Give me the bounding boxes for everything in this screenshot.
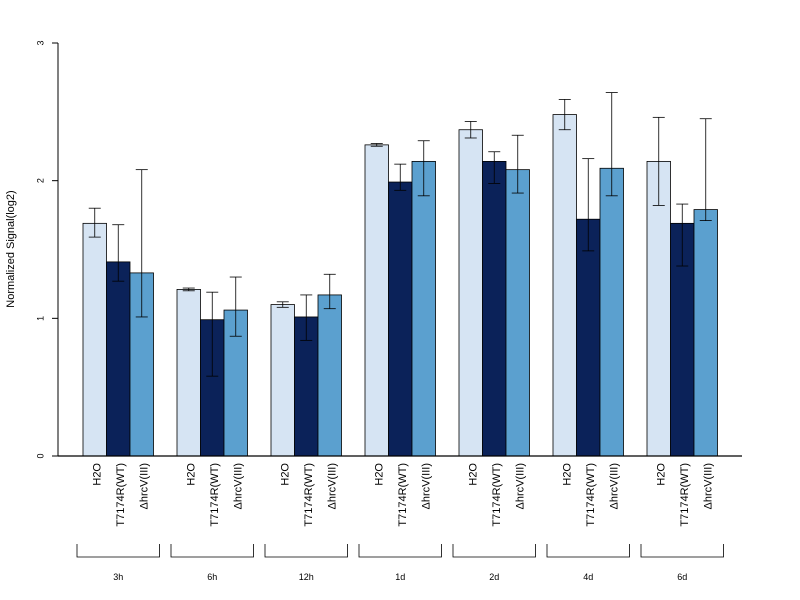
group-bracket bbox=[264, 544, 348, 558]
x-tick-label: T7174R(WT) bbox=[209, 463, 221, 527]
x-tick-label: ΔhrcV(III) bbox=[421, 463, 433, 509]
group-bracket bbox=[358, 544, 442, 558]
x-tick-label: T7174R(WT) bbox=[303, 463, 315, 527]
group-bracket bbox=[170, 544, 254, 558]
y-tick-label: 3 bbox=[35, 40, 45, 45]
x-tick-label: T7174R(WT) bbox=[397, 463, 409, 527]
bar bbox=[270, 304, 295, 457]
bar bbox=[599, 167, 624, 457]
group-label: 4d bbox=[583, 572, 593, 582]
x-tick-label: ΔhrcV(III) bbox=[703, 463, 715, 509]
group-bracket bbox=[452, 544, 536, 558]
x-tick-label: T7174R(WT) bbox=[585, 463, 597, 527]
group-label: 2d bbox=[489, 572, 499, 582]
x-tick-label: ΔhrcV(III) bbox=[515, 463, 527, 509]
bar bbox=[317, 294, 342, 457]
bar bbox=[364, 144, 389, 457]
group-bracket bbox=[76, 544, 160, 558]
group-bracket bbox=[640, 544, 724, 558]
bar bbox=[505, 169, 530, 457]
x-tick-label: H2O bbox=[562, 463, 574, 486]
bar bbox=[388, 181, 413, 457]
bar bbox=[176, 289, 201, 457]
group-bracket bbox=[546, 544, 630, 558]
y-tick-label: 0 bbox=[35, 453, 45, 458]
error-bars-layer bbox=[88, 92, 712, 377]
x-tick-label: H2O bbox=[92, 463, 104, 486]
group-label: 6h bbox=[207, 572, 217, 582]
bar bbox=[482, 160, 507, 457]
y-axis: 0 1 2 3 bbox=[35, 40, 59, 459]
bar bbox=[458, 129, 483, 457]
x-tick-label: T7174R(WT) bbox=[115, 463, 127, 527]
x-tick-label: H2O bbox=[280, 463, 292, 486]
x-tick-label: T7174R(WT) bbox=[679, 463, 691, 527]
x-tick-label: H2O bbox=[468, 463, 480, 486]
bar-labels: H2O T7174R(WT) ΔhrcV(III) H2O T7174R(WT) Δhrc… bbox=[92, 463, 715, 527]
y-tick-label: 1 bbox=[35, 316, 45, 321]
x-tick-label: H2O bbox=[186, 463, 198, 486]
bar bbox=[576, 218, 601, 457]
bar bbox=[82, 222, 107, 457]
x-tick-label: ΔhrcV(III) bbox=[233, 463, 245, 509]
x-tick-label: ΔhrcV(III) bbox=[139, 463, 151, 509]
x-tick-label: H2O bbox=[656, 463, 668, 486]
group-label: 6d bbox=[677, 572, 687, 582]
y-axis-title: Normalized Signal(log2) bbox=[5, 190, 17, 307]
group-label: 12h bbox=[299, 572, 314, 582]
x-tick-label: H2O bbox=[374, 463, 386, 486]
bar bbox=[552, 114, 577, 457]
bar bbox=[693, 209, 718, 457]
group-brackets: 3h 6h 12h 1d 2d 4d 6d bbox=[76, 544, 724, 582]
bar bbox=[106, 261, 131, 457]
x-tick-label: ΔhrcV(III) bbox=[609, 463, 621, 509]
bar bbox=[411, 160, 436, 457]
x-tick-label: ΔhrcV(III) bbox=[327, 463, 339, 509]
x-tick-label: T7174R(WT) bbox=[491, 463, 503, 527]
group-label: 3h bbox=[113, 572, 123, 582]
group-label: 1d bbox=[395, 572, 405, 582]
y-tick-label: 2 bbox=[35, 178, 45, 183]
